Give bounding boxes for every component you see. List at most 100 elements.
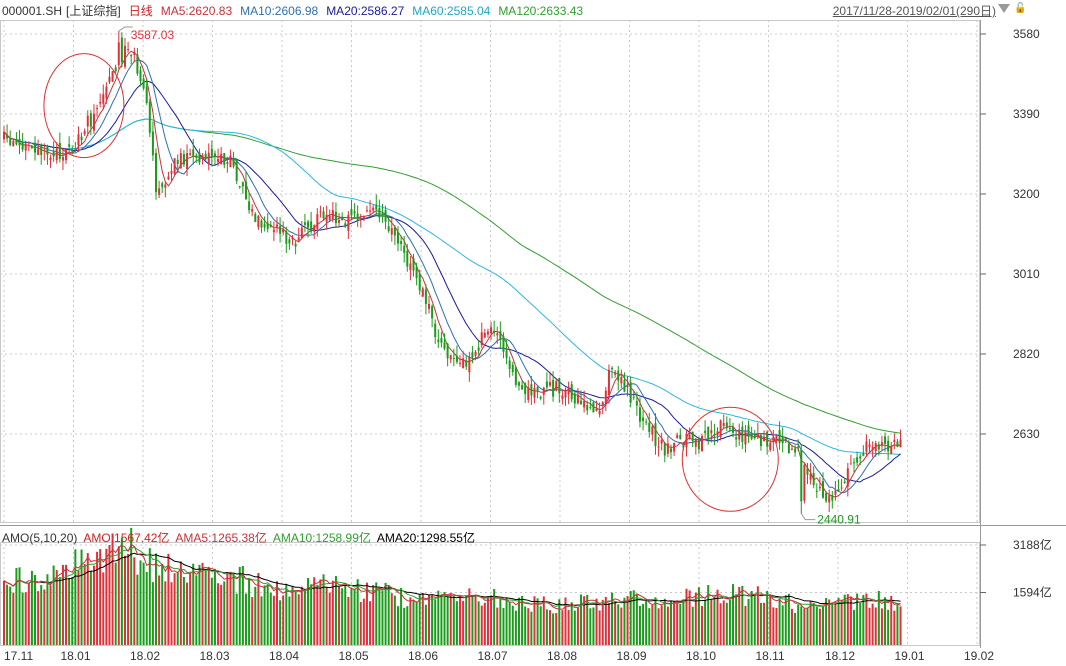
candle-body[interactable]	[272, 229, 275, 233]
candle-body[interactable]	[99, 101, 102, 104]
candle-body[interactable]	[443, 342, 446, 349]
amo-bar[interactable]	[328, 592, 331, 645]
candle-body[interactable]	[725, 422, 728, 428]
candle-body[interactable]	[694, 439, 697, 447]
amo-bar[interactable]	[496, 607, 499, 645]
candle-body[interactable]	[282, 229, 285, 233]
amo-bar[interactable]	[148, 548, 151, 645]
candle-body[interactable]	[393, 227, 396, 236]
candle-body[interactable]	[369, 210, 372, 212]
amo-bar[interactable]	[645, 600, 648, 645]
candle-body[interactable]	[142, 78, 145, 89]
candle-body[interactable]	[775, 435, 778, 440]
amo-bar[interactable]	[89, 570, 92, 645]
candle-body[interactable]	[555, 381, 558, 391]
amo-bar[interactable]	[685, 588, 688, 645]
candle-body[interactable]	[130, 55, 133, 57]
candle-body[interactable]	[322, 211, 325, 219]
candle-body[interactable]	[96, 108, 99, 110]
candle-body[interactable]	[452, 357, 455, 360]
amo-bar[interactable]	[86, 553, 89, 645]
candle-body[interactable]	[747, 425, 750, 437]
candle-body[interactable]	[52, 151, 55, 157]
amo-bar[interactable]	[369, 601, 372, 645]
candle-body[interactable]	[632, 396, 635, 398]
amo-bar[interactable]	[226, 573, 229, 645]
amo-bar[interactable]	[763, 602, 766, 645]
amo-bar[interactable]	[381, 590, 384, 645]
amo-bar[interactable]	[722, 600, 725, 645]
amo-bar[interactable]	[701, 605, 704, 645]
amo-bar[interactable]	[465, 596, 468, 645]
candle-body[interactable]	[676, 435, 679, 438]
amo-bar[interactable]	[707, 585, 710, 645]
amo-bar[interactable]	[890, 595, 893, 645]
amo-bar[interactable]	[809, 601, 812, 645]
amo-bar[interactable]	[558, 599, 561, 645]
candle-body[interactable]	[638, 407, 641, 422]
amo-bar[interactable]	[657, 608, 660, 645]
candle-body[interactable]	[415, 266, 418, 279]
amo-bar[interactable]	[344, 584, 347, 645]
candle-body[interactable]	[139, 70, 142, 82]
amo-bar[interactable]	[52, 565, 55, 645]
candle-body[interactable]	[328, 215, 331, 220]
candle-body[interactable]	[127, 49, 130, 51]
amo-bar[interactable]	[821, 606, 824, 645]
amo-bar[interactable]	[207, 566, 210, 645]
candle-body[interactable]	[434, 323, 437, 338]
amo-bar[interactable]	[400, 587, 403, 645]
candle-body[interactable]	[455, 355, 458, 362]
amo-bar[interactable]	[505, 597, 508, 645]
candle-body[interactable]	[673, 442, 676, 452]
amo-bar[interactable]	[341, 588, 344, 645]
candle-body[interactable]	[542, 387, 545, 395]
candle-body[interactable]	[431, 305, 434, 319]
amo-bar[interactable]	[213, 568, 216, 645]
candle-body[interactable]	[589, 406, 592, 408]
candle-body[interactable]	[372, 207, 375, 211]
amo-bar[interactable]	[145, 571, 148, 645]
amo-bar[interactable]	[204, 570, 207, 645]
amo-bar[interactable]	[164, 581, 167, 645]
candle-body[interactable]	[418, 273, 421, 291]
amo-bar[interactable]	[43, 589, 46, 645]
amo-bar[interactable]	[167, 553, 170, 645]
candle-body[interactable]	[732, 426, 735, 433]
amo-bar[interactable]	[704, 599, 707, 645]
amo-bar[interactable]	[24, 592, 27, 645]
amo-bar[interactable]	[716, 589, 719, 645]
candle-body[interactable]	[27, 144, 30, 146]
amo-bar[interactable]	[517, 597, 520, 645]
amo-bar[interactable]	[266, 584, 269, 645]
amo-bar[interactable]	[260, 596, 263, 645]
candle-body[interactable]	[263, 224, 266, 228]
amo-bar[interactable]	[483, 602, 486, 645]
amo-bar[interactable]	[49, 585, 52, 645]
amo-bar[interactable]	[291, 586, 294, 645]
candle-body[interactable]	[691, 431, 694, 442]
amo-bar[interactable]	[781, 605, 784, 645]
amo-bar[interactable]	[176, 572, 179, 645]
candle-body[interactable]	[570, 384, 573, 400]
candle-body[interactable]	[474, 351, 477, 356]
amo-bar[interactable]	[130, 527, 133, 645]
amo-bar[interactable]	[179, 561, 182, 645]
amo-bar[interactable]	[195, 575, 198, 645]
candle-body[interactable]	[195, 155, 198, 158]
amo-bar[interactable]	[117, 546, 120, 645]
candle-body[interactable]	[735, 437, 738, 440]
amo-bar[interactable]	[198, 564, 201, 645]
candle-body[interactable]	[424, 289, 427, 305]
amo-bar[interactable]	[533, 596, 536, 645]
candle-body[interactable]	[790, 448, 793, 450]
candle-body[interactable]	[86, 115, 89, 127]
candle-body[interactable]	[586, 405, 589, 411]
candle-body[interactable]	[310, 221, 313, 232]
amo-bar[interactable]	[595, 598, 598, 645]
amo-bar[interactable]	[356, 579, 359, 645]
candle-body[interactable]	[511, 364, 514, 373]
candle-body[interactable]	[279, 225, 282, 234]
candle-body[interactable]	[12, 140, 15, 147]
